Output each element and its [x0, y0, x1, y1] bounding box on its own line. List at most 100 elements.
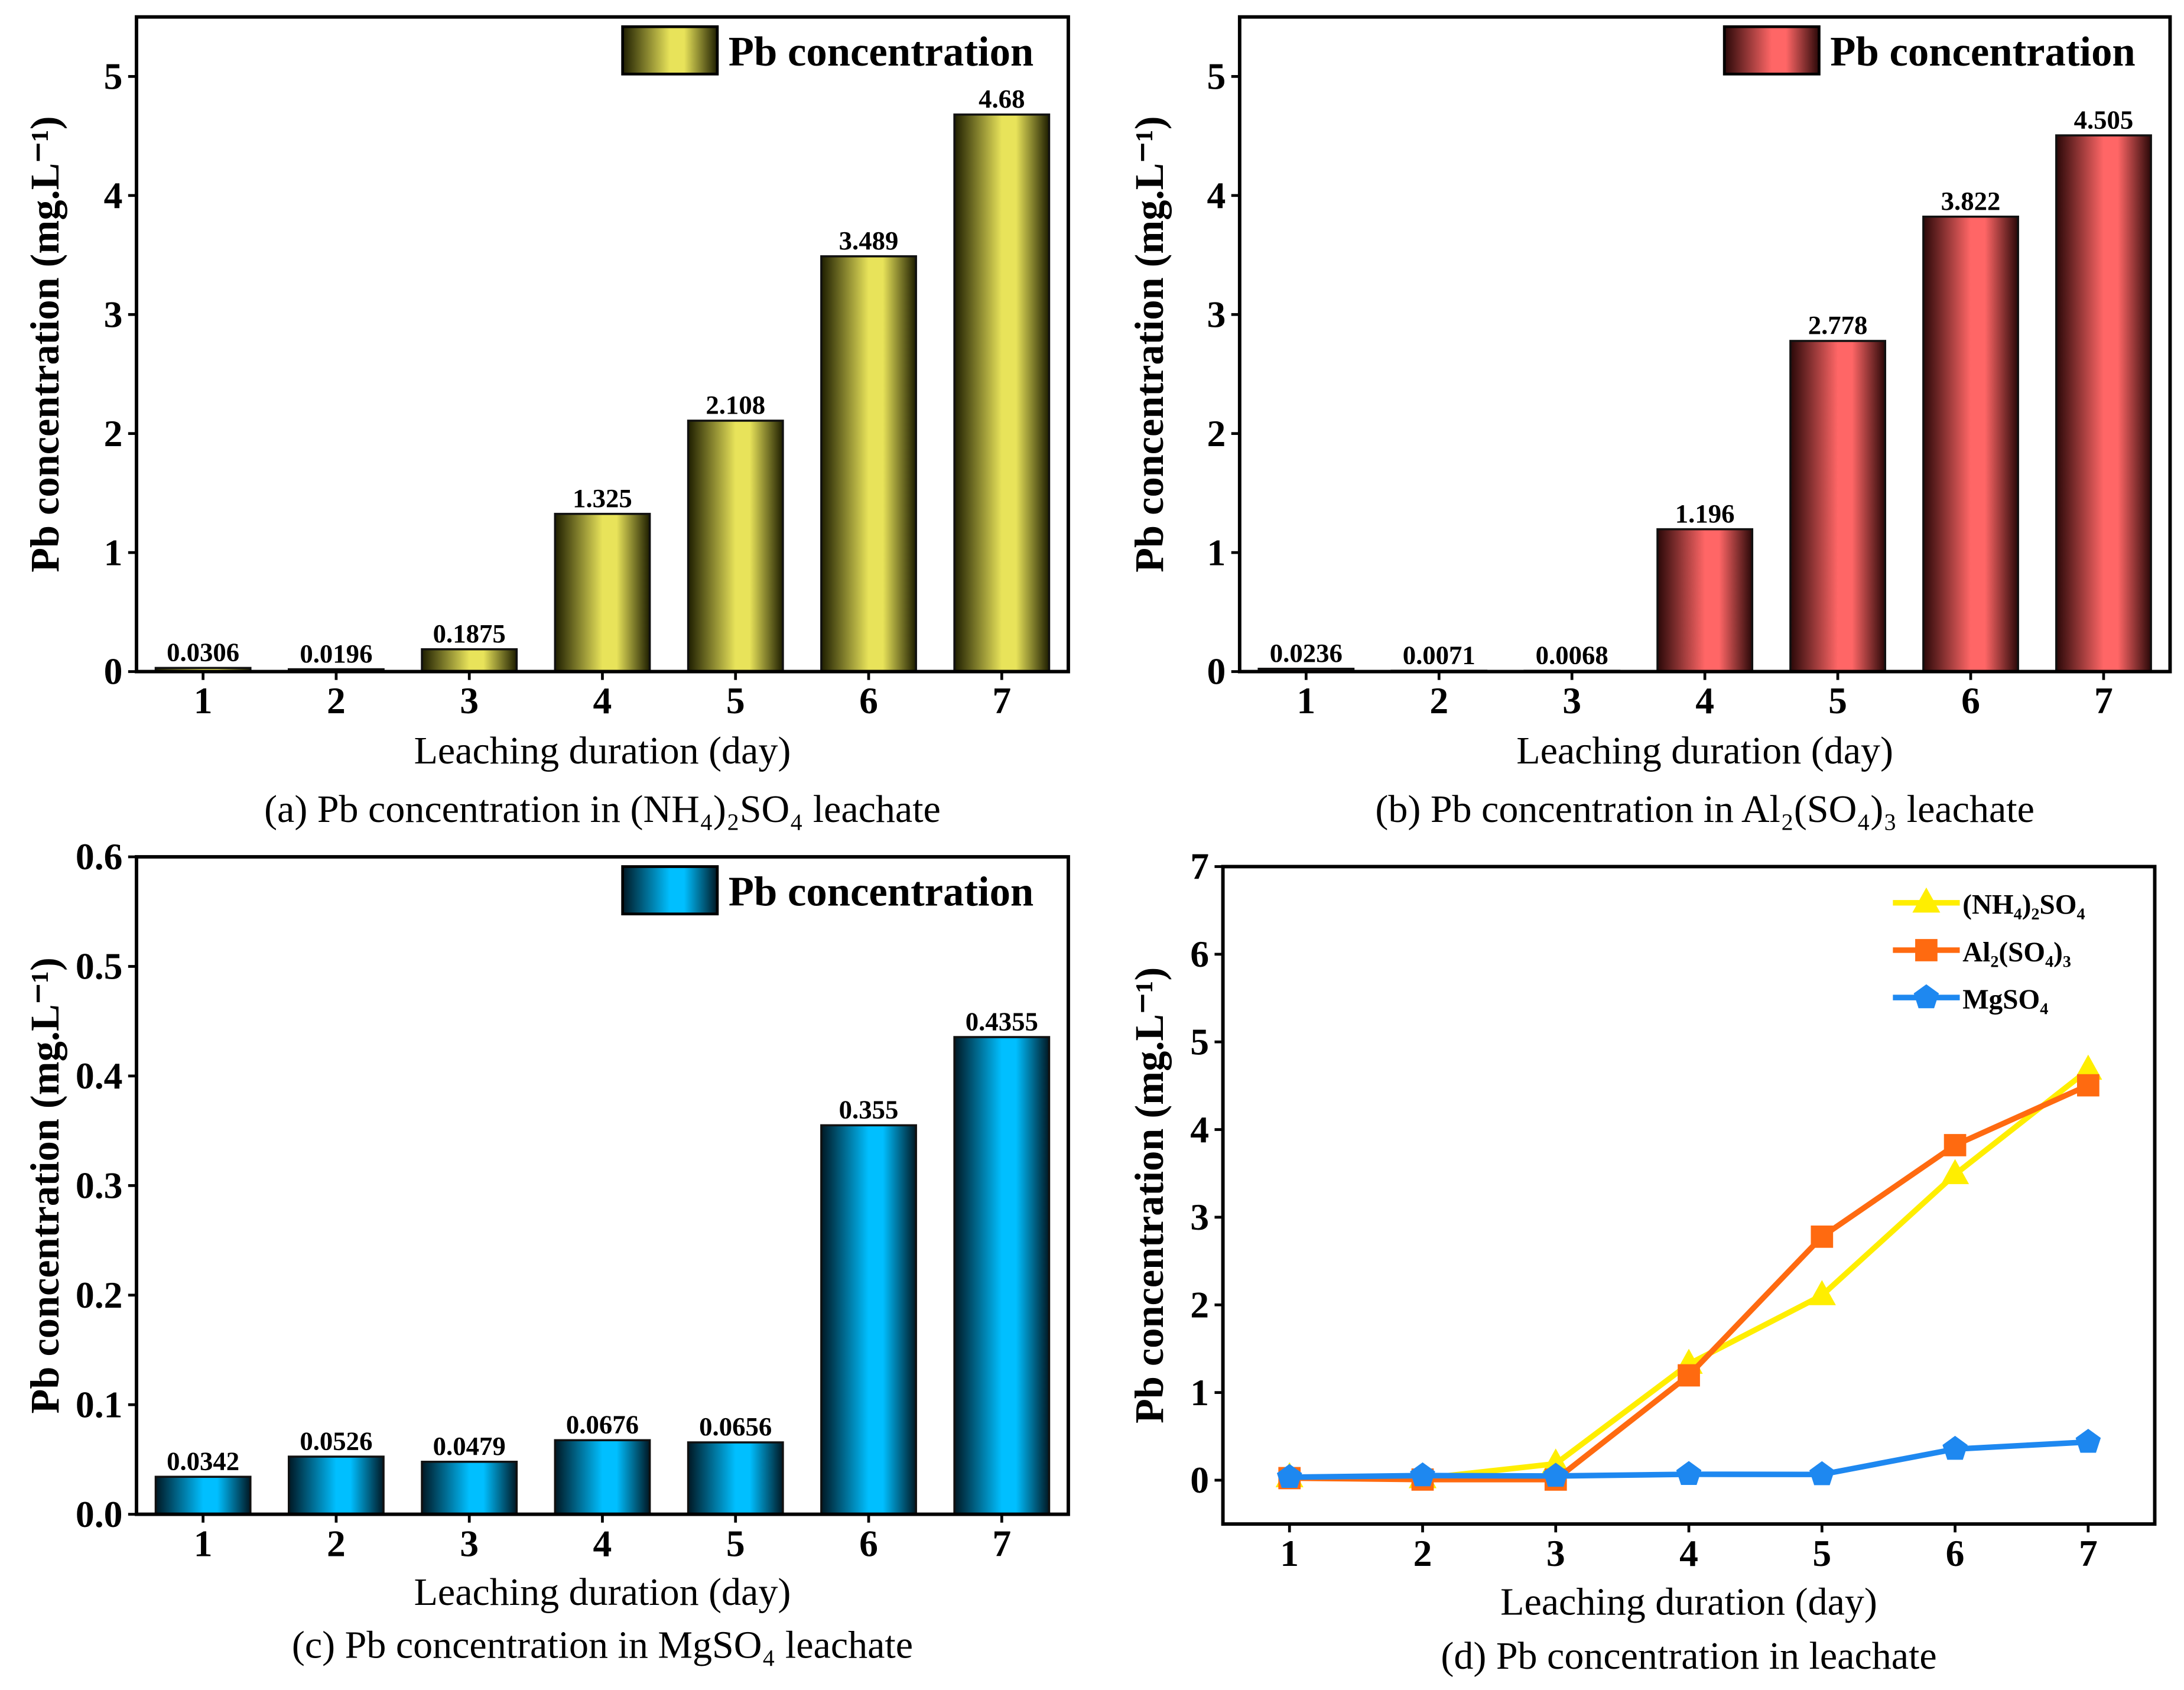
legend-label: MgSO₄ — [1962, 984, 2048, 1015]
y-tick-label: 0 — [1190, 1459, 1209, 1501]
y-tick-label: 3 — [104, 293, 123, 335]
x-tick-label: 3 — [1546, 1532, 1565, 1574]
x-tick-label: 3 — [460, 1522, 479, 1564]
data-point-2-day-5 — [1809, 1461, 1835, 1486]
y-tick-label: 4 — [1207, 174, 1226, 216]
data-point-1-day-6 — [1944, 1134, 1967, 1156]
bar-day-5 — [1789, 340, 1886, 673]
bar-value-label: 4.68 — [979, 84, 1025, 113]
x-tick-label: 7 — [2079, 1532, 2098, 1574]
bar-value-label: 0.0071 — [1403, 640, 1476, 670]
series-line-1 — [1289, 1083, 2089, 1483]
x-tick-label: 2 — [1413, 1532, 1432, 1574]
x-tick-label: 6 — [859, 1522, 878, 1564]
x-tick-label: 1 — [1296, 680, 1315, 722]
legend-swatch — [621, 25, 719, 76]
y-tick-label: 7 — [1190, 846, 1209, 888]
bar-value-label: 0.0656 — [699, 1412, 772, 1441]
bar-value-label: 0.0196 — [300, 639, 372, 668]
bar-value-label: 0.4355 — [966, 1006, 1038, 1036]
bar-day-7 — [953, 113, 1051, 673]
x-tick-label: 7 — [2094, 680, 2113, 722]
x-tick-label: 1 — [1280, 1532, 1299, 1574]
bar-day-6 — [820, 255, 917, 673]
data-point-0-day-3 — [1542, 1448, 1570, 1474]
x-tick-label: 5 — [726, 1522, 745, 1564]
bar-day-7 — [2055, 134, 2152, 673]
y-axis-label: Pb concentration (mg.L⁻¹) — [22, 116, 67, 573]
legend-label: Pb concentration — [729, 29, 1034, 75]
y-tick-label: 0.2 — [76, 1274, 123, 1316]
bar-day-2 — [288, 1455, 385, 1516]
bar-value-label: 0.0068 — [1536, 640, 1608, 670]
x-tick-label: 2 — [327, 1522, 346, 1564]
bar-value-label: 3.489 — [839, 226, 899, 255]
y-axis-label: Pb concentration (mg.L⁻¹) — [1127, 116, 1172, 573]
panel-d: 0 1 2 3 4 5 6 7 1 2 3 4 5 6 7 (NH₄)₂SO₄ Al₂(SO₄)₃ MgSO₄ Le… — [1127, 846, 2157, 1678]
caption: (c) Pb concentration in MgSO₄ leachate — [292, 1623, 913, 1666]
x-tick-label: 3 — [460, 680, 479, 722]
legend: Pb concentration — [621, 865, 1034, 916]
data-point-1-day-5 — [1811, 1225, 1834, 1248]
legend-marker — [1912, 887, 1941, 913]
caption: (d) Pb concentration in leachate — [1441, 1634, 1936, 1678]
bar-day-4 — [554, 1439, 651, 1516]
y-tick-label: 1 — [1190, 1372, 1209, 1413]
y-tick-label: 4 — [1190, 1109, 1209, 1150]
y-tick-label: 4 — [104, 174, 123, 216]
y-tick-label: 0.1 — [76, 1383, 123, 1425]
data-point-2-day-1 — [1276, 1464, 1302, 1488]
data-point-2-day-6 — [1942, 1435, 1968, 1460]
legend: Pb concentration — [621, 25, 1034, 76]
y-tick-label: 5 — [1190, 1020, 1209, 1062]
x-tick-label: 4 — [593, 680, 612, 722]
legend-marker — [1913, 984, 1939, 1009]
plot-frame — [1237, 15, 2172, 674]
y-axis-label: Pb concentration (mg.L⁻¹) — [1127, 967, 1172, 1424]
bar-value-label: 4.505 — [2074, 105, 2134, 134]
y-tick-label: 0.0 — [76, 1493, 123, 1535]
y-tick-label: 1 — [1207, 531, 1226, 573]
data-point-1-day-4 — [1678, 1364, 1700, 1387]
bar-day-1 — [154, 1476, 252, 1516]
y-tick-label: 0.6 — [76, 836, 123, 878]
legend-item-0: (NH₄)₂SO₄ — [1893, 887, 2085, 921]
x-tick-label: 4 — [1695, 680, 1714, 722]
legend-label: (NH₄)₂SO₄ — [1962, 890, 2085, 921]
y-tick-label: 2 — [1190, 1283, 1209, 1325]
plot-frame — [1221, 864, 2157, 1526]
bar-value-label: 0.355 — [839, 1095, 899, 1124]
bar-day-7 — [953, 1036, 1051, 1516]
bar-value-label: 0.0236 — [1270, 638, 1343, 668]
x-tick-label: 5 — [1828, 680, 1847, 722]
panel-c: 0.0 0.1 0.2 0.3 0.4 0.5 0.6 1 2 3 4 5 6 7 0.0342 0.0526… — [22, 836, 1070, 1666]
bar-day-6 — [1922, 215, 2019, 673]
x-tick-label: 6 — [1961, 680, 1980, 722]
bar-value-label: 0.0306 — [167, 638, 239, 667]
y-tick-label: 0.4 — [76, 1055, 123, 1097]
bar-value-label: 2.108 — [706, 390, 765, 420]
data-point-0-day-7 — [2074, 1054, 2102, 1080]
data-point-2-day-2 — [1410, 1462, 1435, 1487]
bar-value-label: 0.0676 — [566, 1409, 639, 1439]
x-tick-label: 5 — [726, 680, 745, 722]
data-point-2-day-7 — [2075, 1428, 2101, 1453]
bar-day-3 — [421, 1461, 518, 1516]
x-tick-label: 4 — [1679, 1532, 1698, 1574]
y-tick-label: 3 — [1207, 293, 1226, 335]
x-tick-label: 1 — [194, 680, 213, 722]
bar-day-5 — [687, 1441, 784, 1516]
x-axis-label: Leaching duration (day) — [1500, 1580, 1877, 1623]
bar-day-4 — [1656, 528, 1754, 673]
bar-value-label: 0.0342 — [167, 1446, 239, 1476]
y-axis-label: Pb concentration (mg.L⁻¹) — [22, 957, 67, 1413]
x-axis-label: Leaching duration (day) — [414, 1571, 791, 1614]
data-point-2-day-4 — [1676, 1461, 1702, 1486]
x-tick-label: 6 — [859, 680, 878, 722]
x-tick-label: 7 — [992, 1522, 1011, 1564]
bar-value-label: 3.822 — [1941, 186, 2001, 216]
legend-item-1: Al₂(SO₄)₃ — [1893, 937, 2071, 968]
bar-day-5 — [687, 420, 784, 673]
caption: (a) Pb concentration in (NH₄)₂SO₄ leacha… — [264, 788, 941, 831]
legend: Pb concentration — [1722, 25, 2136, 76]
